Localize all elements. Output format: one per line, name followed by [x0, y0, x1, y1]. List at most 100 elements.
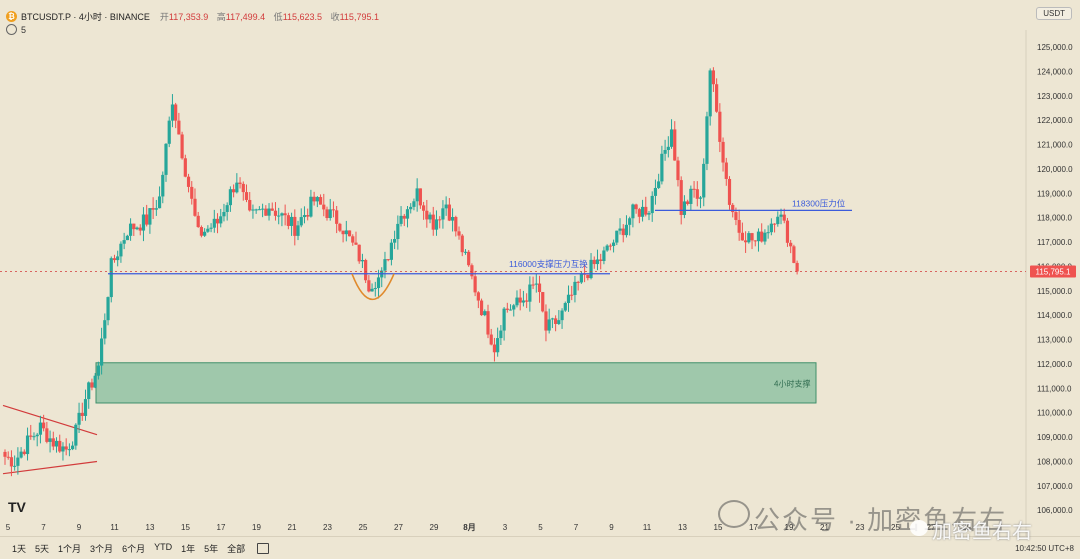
candle-body [541, 292, 545, 312]
range-button-1[interactable]: 5天 [35, 543, 50, 554]
candle-body [457, 231, 461, 236]
candle-body [483, 311, 487, 316]
candle-body [90, 382, 94, 388]
calendar-icon[interactable] [257, 542, 270, 554]
candle-body [203, 231, 207, 236]
candle-body [299, 217, 303, 226]
candle-body [277, 215, 281, 217]
range-button-7[interactable]: 5年 [204, 543, 219, 554]
candle-body [450, 216, 455, 221]
candle-body [154, 208, 158, 210]
candle-body [737, 219, 741, 233]
x-tick-label: 21 [288, 523, 297, 532]
candle-body [602, 250, 606, 262]
candle-body [425, 210, 429, 220]
triangle-upper-line [2, 404, 98, 436]
range-button-3[interactable]: 3个月 [90, 543, 114, 554]
x-tick-label: 19 [785, 523, 794, 532]
candle-body [666, 146, 670, 151]
candle-body [689, 188, 693, 204]
candle-body [554, 318, 558, 324]
candle-body [518, 297, 522, 303]
candle-body [338, 223, 342, 231]
y-tick-label: 115,000.0 [1037, 287, 1073, 296]
candle-body [537, 283, 542, 293]
candle-body [64, 446, 68, 450]
range-button-0[interactable]: 1天 [12, 543, 27, 554]
candle-body [270, 208, 274, 211]
candle-body [470, 265, 474, 277]
candle-body [589, 259, 593, 279]
candle-body [750, 233, 754, 241]
candle-body [42, 422, 46, 429]
candle-body [280, 213, 284, 216]
range-button-8[interactable]: 全部 [227, 543, 246, 554]
candle-body [576, 281, 580, 283]
candle-body [164, 143, 168, 175]
header-title[interactable]: BTCUSDT.P · 4小时 · BINANCE [21, 11, 150, 22]
candle-body [550, 318, 554, 320]
candle-body [586, 274, 590, 279]
wechat-icon [718, 500, 750, 528]
candle-body [248, 199, 252, 211]
candle-body [705, 116, 709, 164]
candle-body [795, 262, 799, 272]
x-tick-label: 5 [538, 523, 543, 532]
x-tick-label: 11 [643, 523, 652, 532]
candle-body [13, 465, 17, 467]
candle-body [776, 216, 780, 225]
candle-body [431, 214, 435, 230]
candle-body [222, 211, 226, 217]
x-tick-label: 15 [714, 523, 723, 532]
candle-body [760, 231, 764, 242]
candle-body [19, 451, 23, 458]
indicator-toggle[interactable]: 5 [6, 24, 26, 35]
candle-body [77, 412, 81, 425]
candle-body [215, 218, 220, 224]
candle-body [364, 260, 368, 281]
y-tick-label: 109,000.0 [1037, 433, 1073, 442]
candle-body [496, 338, 500, 353]
candle-body [125, 235, 129, 241]
candle-body [106, 297, 110, 321]
indicator-count: 5 [21, 24, 27, 35]
candle-body [528, 284, 532, 302]
candle-body [508, 309, 513, 311]
range-button-5[interactable]: YTD [154, 541, 173, 552]
x-tick-label: 17 [749, 523, 758, 532]
candle-body [71, 445, 75, 450]
candle-body [170, 104, 175, 121]
candle-body [560, 310, 564, 321]
candle-body [592, 259, 596, 265]
candle-body [512, 305, 516, 310]
candle-body [116, 256, 120, 261]
range-button-4[interactable]: 6个月 [122, 543, 146, 554]
candle-body [80, 412, 84, 416]
candle-body [715, 84, 719, 112]
candle-body [573, 281, 577, 295]
candle-body [54, 440, 59, 447]
candle-body [740, 232, 744, 241]
eye-icon[interactable] [6, 24, 17, 35]
candle-body [325, 209, 329, 219]
x-tick-label: 9 [77, 523, 82, 532]
candle-body [599, 259, 603, 262]
candle-body [9, 457, 14, 467]
candle-body [505, 308, 509, 310]
chart-header: ₿ BTCUSDT.P · 4小时 · BINANCE 开117,353.9 高… [6, 8, 385, 24]
range-button-2[interactable]: 1个月 [58, 543, 82, 554]
triangle-lower-line [2, 460, 98, 475]
candle-body [547, 319, 551, 331]
candle-body [151, 208, 155, 210]
candle-body [521, 300, 526, 303]
range-button-6[interactable]: 1年 [181, 543, 196, 554]
candle-body [663, 150, 667, 154]
close-label: 收 [330, 11, 340, 22]
currency-unit-button[interactable]: USDT [1036, 7, 1072, 20]
candle-body [267, 208, 271, 216]
candle-body [157, 196, 162, 209]
candle-body [753, 240, 757, 242]
wechat-small-icon [910, 520, 928, 536]
candle-body [621, 228, 625, 236]
